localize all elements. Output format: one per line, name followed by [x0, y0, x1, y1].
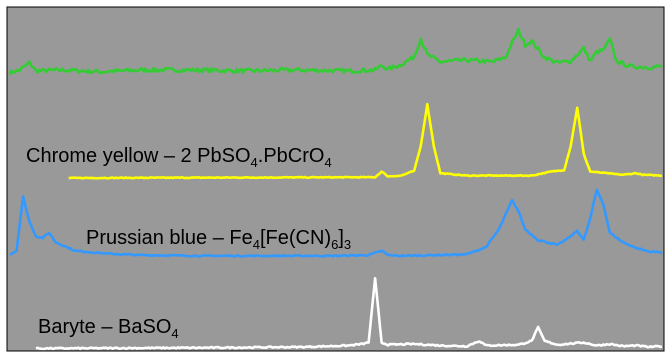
series-line-chrome [68, 102, 663, 180]
series-label-baryte: Baryte – BaSO4 [38, 316, 179, 341]
series-line-top [8, 27, 663, 76]
series-label-prussian: Prussian blue – Fe4[Fe(CN)6]3 [86, 227, 352, 252]
series-label-chrome: Chrome yellow – 2 PbSO4.PbCrO4 [26, 145, 332, 170]
series-line-baryte [35, 276, 663, 351]
series-line-prussian [9, 188, 663, 258]
